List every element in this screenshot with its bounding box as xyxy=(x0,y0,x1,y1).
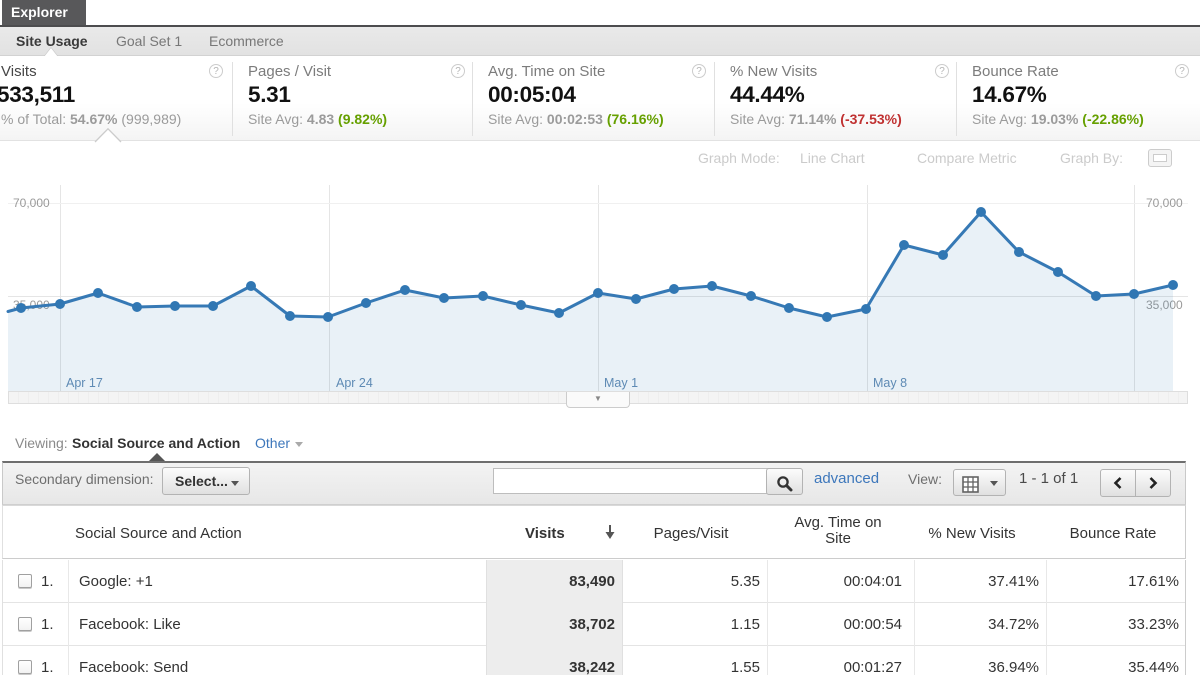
svg-text:Apr 17: Apr 17 xyxy=(66,376,103,390)
svg-text:70,000: 70,000 xyxy=(13,196,50,210)
svg-text:70,000: 70,000 xyxy=(1146,196,1183,210)
svg-text:35,000: 35,000 xyxy=(1146,298,1183,312)
svg-text:Apr 24: Apr 24 xyxy=(336,376,373,390)
svg-text:May 8: May 8 xyxy=(873,376,907,390)
svg-text:May 1: May 1 xyxy=(604,376,638,390)
